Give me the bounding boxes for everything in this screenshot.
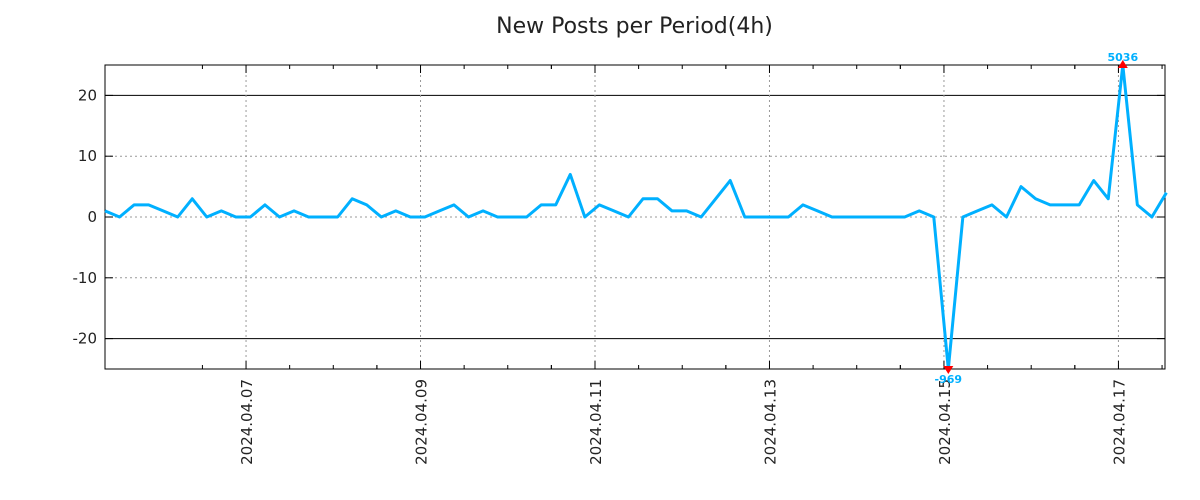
y-tick-label: -20 <box>73 330 98 348</box>
y-tick-label: 20 <box>78 86 97 104</box>
y-tick-label: 0 <box>87 208 97 226</box>
x-tick-label: 2024.04.15 <box>936 379 954 465</box>
y-tick-label: 10 <box>78 147 97 165</box>
plot-frame <box>104 64 1166 370</box>
chart-title: New Posts per Period(4h) <box>496 14 773 39</box>
x-tick-label: 2024.04.17 <box>1110 379 1128 465</box>
x-tick-label: 2024.04.07 <box>238 379 256 465</box>
y-tick-label: -10 <box>73 269 98 287</box>
min-label: -969 <box>935 373 963 386</box>
max-label: 5036 <box>1107 51 1138 64</box>
x-tick-label: 2024.04.09 <box>413 379 431 465</box>
x-tick-label: 2024.04.11 <box>587 379 605 465</box>
x-tick-label: 2024.04.13 <box>761 379 779 465</box>
series-line <box>104 63 1168 371</box>
max-marker <box>1117 60 1128 68</box>
min-marker <box>943 366 954 374</box>
